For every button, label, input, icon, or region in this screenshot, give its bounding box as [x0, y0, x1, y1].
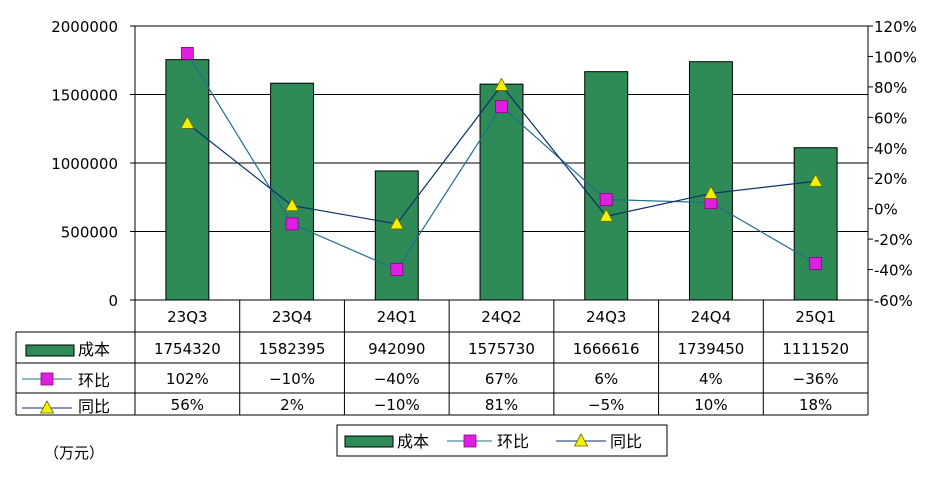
- yoy-marker: [808, 173, 823, 187]
- row-key-bar: [25, 344, 75, 357]
- left-tick-label: 1000000: [51, 155, 118, 173]
- mom-marker: [390, 263, 404, 276]
- bar-24Q4: [688, 61, 733, 301]
- yoy-marker: [180, 115, 195, 129]
- right-tick-label: 60%: [874, 109, 907, 127]
- cell-value: 2%: [280, 396, 304, 414]
- cell-value: −5%: [588, 396, 624, 414]
- bar-23Q3: [165, 59, 210, 301]
- right-tick-label: -60%: [874, 292, 913, 310]
- right-tick-label: -40%: [874, 262, 913, 280]
- ratio-lines: [180, 47, 823, 276]
- cell-value: 1575730: [468, 340, 535, 358]
- cost-bars: [165, 59, 838, 301]
- right-tick-label: 40%: [874, 140, 907, 158]
- cell-value: 18%: [799, 396, 832, 414]
- cell-value: 1739450: [678, 340, 745, 358]
- category-label: 23Q3: [167, 308, 207, 326]
- cell-value: 102%: [166, 370, 209, 388]
- yoy-marker: [599, 208, 614, 222]
- data-table: 23Q3 23Q4 24Q1 24Q2 24Q3 24Q4 25Q1 1754320 15823…: [15, 299, 869, 416]
- cell-value: 81%: [485, 396, 518, 414]
- mom-marker: [599, 193, 613, 206]
- row-key-triangle: [39, 400, 55, 414]
- left-tick-label: 2000000: [51, 18, 118, 36]
- legend-label-yoy: 同比: [610, 432, 642, 451]
- left-axis-ticks: 0 500000 1000000 1500000 2000000: [51, 18, 135, 310]
- bar-24Q1: [374, 170, 419, 301]
- right-tick-label: 100%: [874, 48, 917, 66]
- cell-value: −10%: [374, 396, 420, 414]
- left-tick-label: 0: [108, 292, 118, 310]
- bar-24Q2: [479, 83, 524, 301]
- row-label-mom: 环比: [78, 371, 110, 390]
- yoy-marker: [703, 185, 719, 199]
- category-label: 24Q1: [377, 308, 417, 326]
- cell-value: 1666616: [573, 340, 640, 358]
- right-tick-label: 0%: [874, 201, 898, 219]
- cell-value: 67%: [485, 370, 518, 388]
- cell-value: 942090: [368, 340, 425, 358]
- category-label: 25Q1: [795, 308, 835, 326]
- mom-marker: [180, 47, 194, 60]
- left-tick-label: 500000: [61, 224, 118, 242]
- legend-label-cost: 成本: [397, 432, 429, 451]
- bar-25Q1: [793, 147, 838, 301]
- legend-key-mom: [463, 434, 477, 448]
- unit-label: （万元）: [44, 444, 104, 462]
- legend-label-mom: 环比: [497, 432, 529, 451]
- cell-value: 6%: [594, 370, 618, 388]
- cell-value: 1754320: [154, 340, 221, 358]
- legend-key-cost: [344, 435, 394, 448]
- bar-24Q3: [584, 71, 629, 301]
- left-tick-label: 1500000: [51, 87, 118, 105]
- legend-key-yoy: [573, 433, 589, 447]
- right-tick-label: 120%: [874, 18, 917, 36]
- cell-value: −36%: [793, 370, 839, 388]
- cell-value: −40%: [374, 370, 420, 388]
- cell-value: 10%: [694, 396, 727, 414]
- category-label: 24Q3: [586, 308, 626, 326]
- row-label-yoy: 同比: [78, 397, 110, 416]
- cell-value: −10%: [269, 370, 315, 388]
- cell-value: 4%: [699, 370, 723, 388]
- row-key-square: [40, 372, 54, 386]
- right-tick-label: 80%: [874, 79, 907, 97]
- yoy-marker: [494, 77, 509, 91]
- yoy-marker: [284, 197, 300, 212]
- right-axis-ticks: -60% -40% -20% 0% 20% 40% 60% 80% 100% 120%: [868, 18, 917, 310]
- category-label: 24Q2: [481, 308, 521, 326]
- cell-value: 1582395: [259, 340, 326, 358]
- mom-marker: [495, 100, 508, 114]
- yoy-marker: [389, 216, 404, 230]
- category-label: 23Q4: [272, 308, 312, 326]
- row-label-cost: 成本: [78, 340, 110, 359]
- cell-value: 1111520: [782, 340, 849, 358]
- bar-23Q4: [270, 82, 315, 301]
- right-tick-label: 20%: [874, 170, 907, 188]
- cell-value: 56%: [171, 396, 204, 414]
- right-tick-label: -20%: [874, 231, 913, 249]
- legend: 成本 环比 同比: [336, 424, 668, 457]
- category-label: 24Q4: [691, 308, 731, 326]
- mom-marker: [809, 257, 823, 270]
- mom-marker: [285, 217, 299, 231]
